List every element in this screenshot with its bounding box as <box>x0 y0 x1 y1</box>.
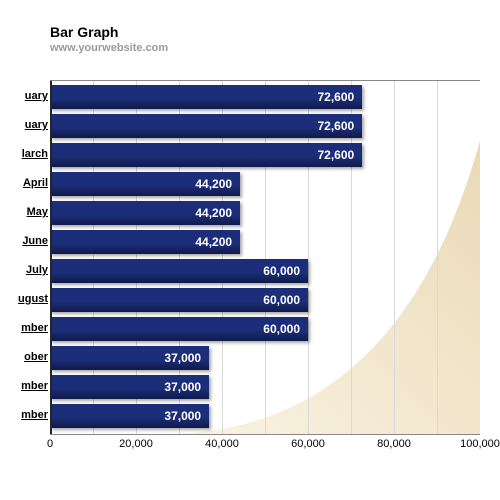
bar-row: 37,000 <box>50 346 209 370</box>
chart-subtitle: www.yourwebsite.com <box>50 42 168 54</box>
bar-value-label: 44,200 <box>50 201 240 225</box>
bar-row: 60,000 <box>50 317 308 341</box>
bar-row: 60,000 <box>50 288 308 312</box>
plot-area: 72,600 72,600 72,600 44,200 44,200 44,200 60,0… <box>50 80 480 435</box>
bar-value-label: 72,600 <box>50 114 362 138</box>
x-axis-label: 80,000 <box>377 438 411 450</box>
chart-header: Bar Graph www.yourwebsite.com <box>50 24 168 54</box>
bar-value-label: 60,000 <box>50 317 308 341</box>
y-axis-line <box>50 81 52 434</box>
bar-value-label: 37,000 <box>50 346 209 370</box>
bar-row: 37,000 <box>50 404 209 428</box>
x-axis-label: 0 <box>47 438 53 450</box>
chart-container: 72,600 72,600 72,600 44,200 44,200 44,200 60,0… <box>0 80 500 460</box>
bar-row: 44,200 <box>50 201 240 225</box>
x-axis-label: 60,000 <box>291 438 325 450</box>
bar-value-label: 37,000 <box>50 375 209 399</box>
x-axis-label: 100,000 <box>460 438 500 450</box>
bar-row: 37,000 <box>50 375 209 399</box>
bar-row: 72,600 <box>50 114 362 138</box>
x-axis-label: 40,000 <box>205 438 239 450</box>
bar-row: 72,600 <box>50 85 362 109</box>
bar-value-label: 72,600 <box>50 85 362 109</box>
bar-row: 72,600 <box>50 143 362 167</box>
chart-title: Bar Graph <box>50 24 168 40</box>
bar-row: 44,200 <box>50 230 240 254</box>
bar-value-label: 44,200 <box>50 172 240 196</box>
bar-value-label: 60,000 <box>50 288 308 312</box>
bar-value-label: 72,600 <box>50 143 362 167</box>
bar-value-label: 37,000 <box>50 404 209 428</box>
bar-value-label: 44,200 <box>50 230 240 254</box>
bar-row: 60,000 <box>50 259 308 283</box>
x-axis-label: 20,000 <box>119 438 153 450</box>
page: Bar Graph www.yourwebsite.com uaryuaryla… <box>0 0 500 500</box>
bar-value-label: 60,000 <box>50 259 308 283</box>
x-axis-labels: 020,00040,00060,00080,000100,000 <box>50 438 480 458</box>
bar-row: 44,200 <box>50 172 240 196</box>
bars-layer: 72,600 72,600 72,600 44,200 44,200 44,200 60,0… <box>50 81 480 434</box>
